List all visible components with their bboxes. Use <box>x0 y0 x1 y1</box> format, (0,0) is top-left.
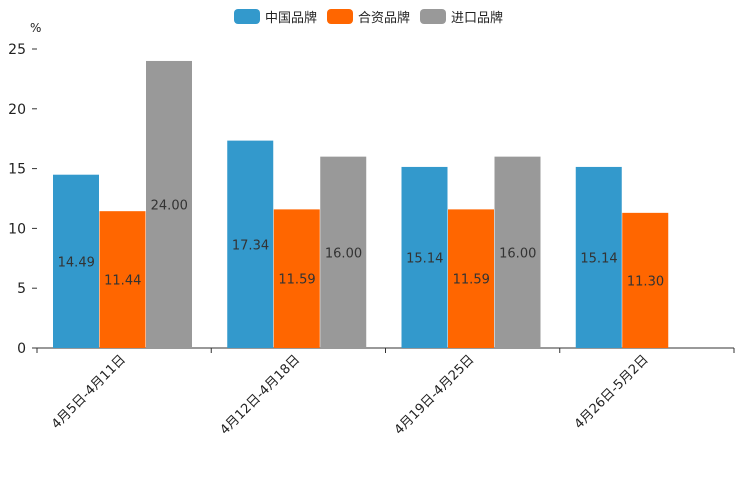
data-label-series2-cat2: 16.00 <box>499 246 536 261</box>
bar-series1-cat3 <box>622 212 669 348</box>
legend-swatch-import-brand <box>420 9 447 24</box>
y-tick-label-10: 10 <box>8 221 26 237</box>
data-label-series1-cat3: 11.30 <box>627 274 664 289</box>
bar-series2-cat0 <box>146 60 192 349</box>
bar-series1-cat0 <box>99 211 146 348</box>
data-label-series2-cat1: 16.00 <box>325 246 362 261</box>
x-tick-label-cat1: 4月12日-4月18日 <box>217 352 303 438</box>
legend-swatch-china-brand <box>234 9 260 24</box>
x-tick-label-cat2: 4月19日-4月25日 <box>392 352 478 438</box>
legend-label-import-brand: 进口品牌 <box>451 11 504 26</box>
bar-series1-cat2 <box>448 209 494 348</box>
y-tick-label-5: 5 <box>17 281 26 297</box>
data-label-series0-cat3: 15.14 <box>580 251 617 266</box>
legend-swatch-joint-venture-brand <box>327 9 354 24</box>
legend-item-import-brand[interactable]: 进口品牌 <box>420 7 503 26</box>
bar-series1-cat1 <box>273 209 320 348</box>
data-label-series0-cat0: 14.49 <box>58 255 95 270</box>
legend-label-china-brand: 中国品牌 <box>265 11 318 26</box>
bar-series0-cat3 <box>575 166 622 348</box>
y-tick-label-15: 15 <box>8 162 26 178</box>
data-label-series0-cat1: 17.34 <box>232 238 269 253</box>
x-tick-label-cat3: 4月26日-5月2日 <box>572 352 652 432</box>
data-label-series1-cat2: 11.59 <box>453 273 490 288</box>
x-tick-label-cat0: 4月5日-4月11日 <box>49 352 129 432</box>
legend-label-joint-venture-brand: 合资品牌 <box>358 11 411 26</box>
bar-series0-cat1 <box>227 140 274 348</box>
chart-legend: 中国品牌 合资品牌 进口品牌 <box>234 7 503 26</box>
legend-item-china-brand[interactable]: 中国品牌 <box>234 7 317 26</box>
y-tick-label-25: 25 <box>8 42 26 58</box>
bar-series2-cat2 <box>494 156 541 348</box>
data-label-series2-cat0: 24.00 <box>151 198 188 213</box>
bar-series0-cat0 <box>53 174 99 348</box>
data-label-series1-cat1: 11.59 <box>278 273 315 288</box>
bar-series0-cat2 <box>401 166 448 348</box>
y-tick-label-20: 20 <box>8 102 26 118</box>
bar-series2-cat1 <box>320 156 367 348</box>
data-label-series0-cat2: 15.14 <box>406 251 443 266</box>
legend-item-joint-venture-brand[interactable]: 合资品牌 <box>327 7 410 26</box>
y-tick-label-0: 0 <box>17 341 26 357</box>
y-axis-unit-label: % <box>30 21 42 35</box>
data-label-series1-cat0: 11.44 <box>104 274 141 289</box>
